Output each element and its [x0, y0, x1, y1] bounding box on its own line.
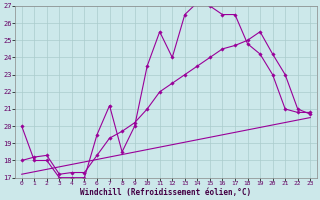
X-axis label: Windchill (Refroidissement éolien,°C): Windchill (Refroidissement éolien,°C): [80, 188, 252, 197]
